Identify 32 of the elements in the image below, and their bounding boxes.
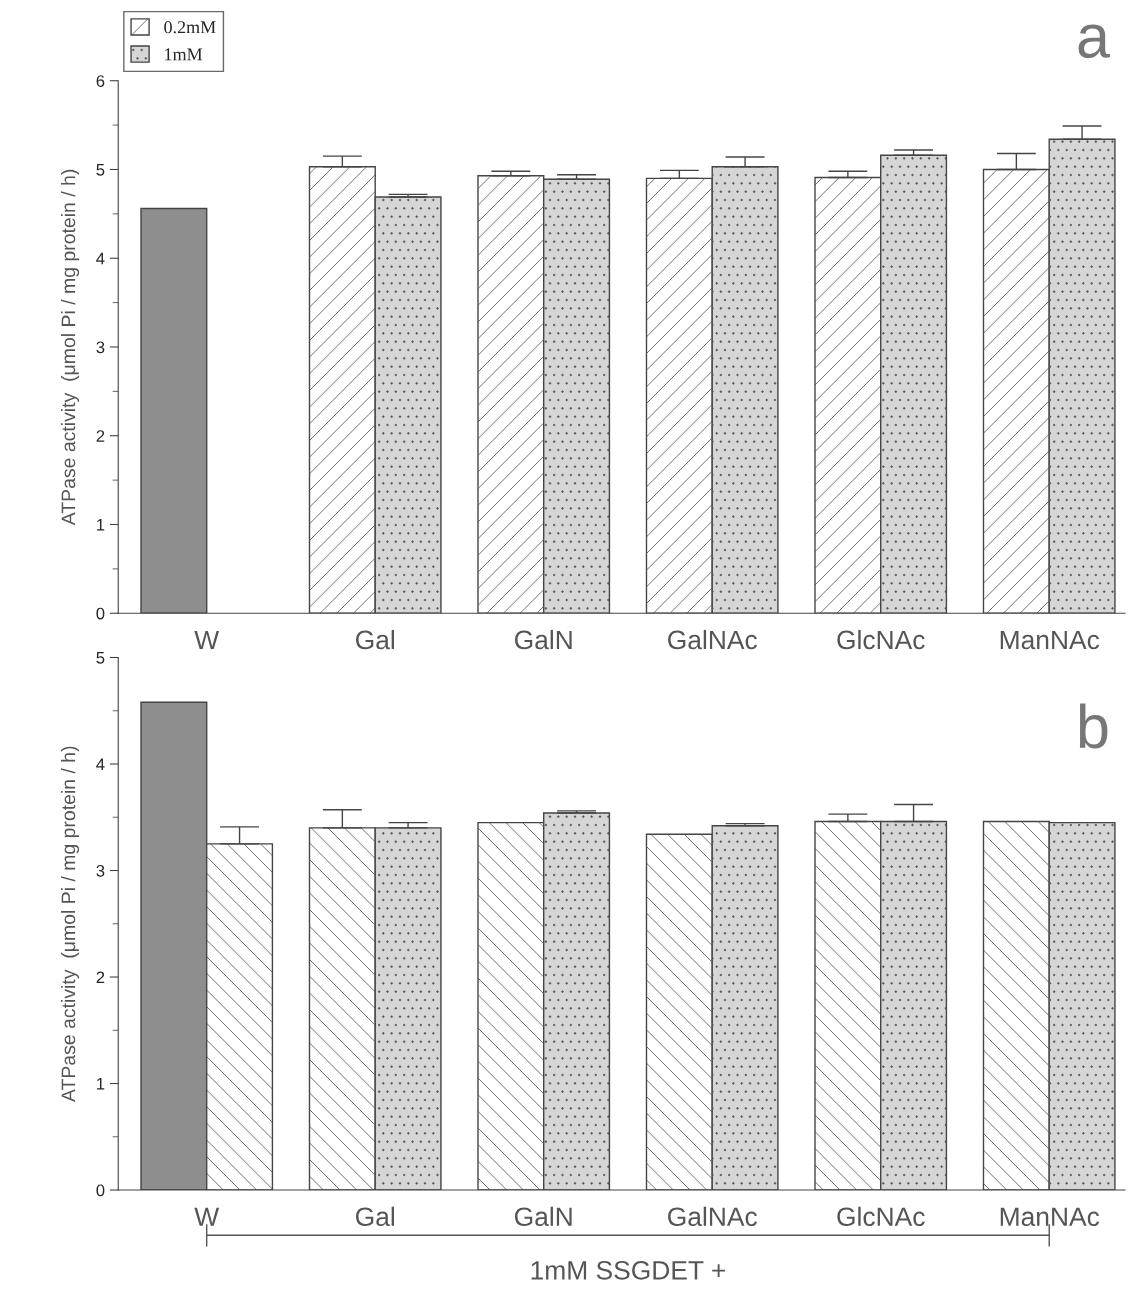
y-tick-label: 6	[96, 75, 105, 87]
text: 1mM SSGDET +	[531, 1260, 726, 1280]
x-tick-label: GlcNAc	[837, 1206, 925, 1227]
legend-label: 0.2mM	[164, 21, 216, 34]
annotation: b	[1079, 703, 1108, 749]
y-tick-label: 5	[96, 164, 105, 176]
x-tick-label: GalN	[514, 1206, 572, 1227]
legend-label: 1mM	[165, 48, 203, 61]
y-axis-title: ATPase activity (μmol Pi / mg protein / h)	[60, 746, 80, 1103]
y-axis-title: ATPase activity (μmol Pi / mg protein / h)	[60, 169, 80, 526]
y-tick-label: 3	[96, 341, 105, 354]
x-tick-label: ManNAc	[1000, 1207, 1100, 1227]
x-tick-label: Gal	[356, 629, 394, 650]
y-tick-label: 0	[96, 607, 105, 620]
y-tick-label: 4	[96, 758, 105, 771]
text: a	[1078, 24, 1110, 58]
y-tick-label: 4	[96, 252, 105, 265]
x-tick-label: GalNAc	[668, 629, 757, 650]
y-tick-label: 2	[96, 430, 105, 442]
x-tick-label: ManNAc	[1000, 630, 1100, 650]
x-tick-label: Gal	[356, 1206, 394, 1227]
y-tick-label: 1	[97, 519, 105, 531]
x-tick-label: W	[194, 1207, 220, 1226]
x-tick-label: GalNAc	[668, 1206, 757, 1227]
y-tick-label: 2	[96, 971, 105, 984]
y-tick-label: 0	[96, 1184, 105, 1197]
y-tick-label: 5	[96, 652, 105, 664]
y-tick-label: 1	[97, 1078, 105, 1090]
x-tick-label: GlcNAc	[837, 629, 925, 650]
y-tick-label: 3	[96, 864, 105, 877]
x-tick-label: W	[194, 630, 220, 650]
x-tick-label: GalN	[514, 629, 572, 650]
